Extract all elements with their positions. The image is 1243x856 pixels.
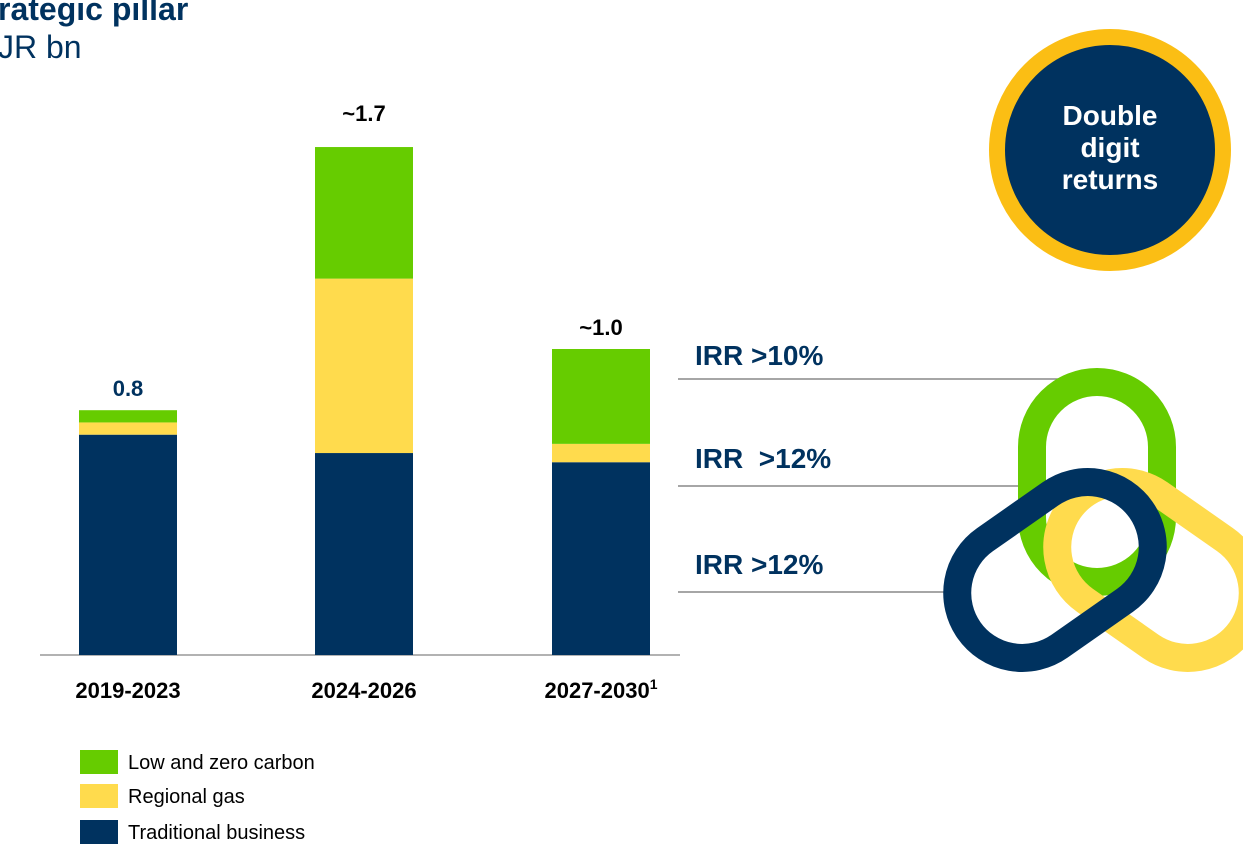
- total-label: ~1.7: [342, 101, 385, 126]
- legend-swatch: [80, 784, 118, 808]
- yellow-link: [1043, 468, 1243, 672]
- chart-subtitle: JR bn: [0, 29, 82, 65]
- legend-label: Regional gas: [128, 786, 245, 808]
- bar-segment: [552, 443, 650, 463]
- bar-segment: [315, 147, 413, 279]
- footnote-mark: 1: [650, 676, 658, 692]
- irr-lines: [678, 378, 1060, 593]
- legend-label: Traditional business: [128, 822, 305, 844]
- bar-segment: [315, 453, 413, 655]
- x-tick-label: 2027-20301: [544, 676, 657, 703]
- x-tick-label: 2019-2023: [75, 678, 180, 703]
- category: 2024-2026: [311, 678, 416, 703]
- badge-text: returns: [1062, 164, 1158, 195]
- bar-segment: [79, 434, 177, 655]
- bar-segment: [315, 278, 413, 454]
- category: 2027-2030: [544, 678, 649, 703]
- bar-segment: [552, 462, 650, 655]
- irr-label: IRR >12%: [695, 443, 831, 474]
- bar-segment: [79, 410, 177, 423]
- irr-label: IRR >12%: [695, 549, 823, 580]
- legend-swatch: [80, 750, 118, 774]
- bar-segment: [79, 422, 177, 435]
- category: 2019-2023: [75, 678, 180, 703]
- badge: [989, 29, 1231, 271]
- x-tick-label: 2024-2026: [311, 678, 416, 703]
- chart-title: rategic pillar: [0, 0, 188, 27]
- badge-text: Double: [1063, 100, 1158, 131]
- badge-text: digit: [1080, 132, 1139, 163]
- legend-swatch: [80, 820, 118, 844]
- total-label: 0.8: [113, 376, 144, 401]
- navy-link: [943, 468, 1167, 672]
- legend-label: Low and zero carbon: [128, 752, 315, 774]
- total-label: ~1.0: [579, 315, 622, 340]
- bar-segment: [552, 349, 650, 444]
- chain-icon: [943, 368, 1243, 672]
- irr-label: IRR >10%: [695, 340, 823, 371]
